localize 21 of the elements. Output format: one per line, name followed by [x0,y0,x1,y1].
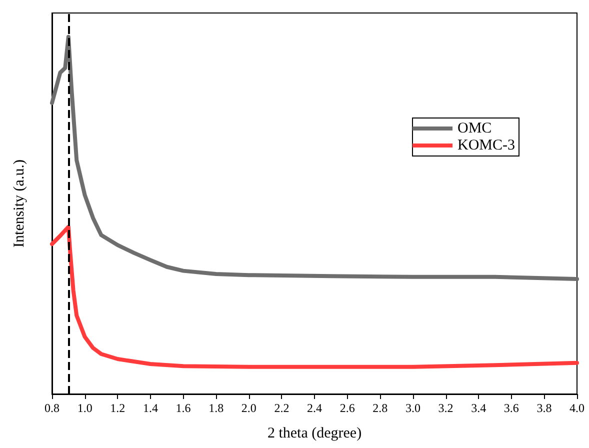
x-tick-label: 3.0 [405,401,420,415]
x-tick-label: 1.2 [110,401,126,415]
x-tick-label: 3.8 [536,401,552,415]
x-tick-label: 0.8 [44,401,60,415]
x-tick-label: 4.0 [570,401,584,415]
legend-label: KOMC-3 [458,138,516,154]
y-axis-title: Intensity (a.u.) [12,160,28,248]
x-tick-label: 2.4 [307,401,322,415]
x-tick-label: 2.8 [372,401,388,415]
x-tick-label: 3.2 [438,401,454,415]
x-axis-title: 2 theta (degree) [267,426,362,442]
x-tick-label: 1.8 [208,401,224,415]
x-tick-label: 1.0 [77,401,92,415]
x-tick-label: 2.0 [241,401,256,415]
x-tick-label: 1.6 [176,401,191,415]
x-tick-label: 2.6 [340,401,355,415]
legend-label: OMC [458,120,492,136]
x-tick-label: 3.4 [471,401,486,415]
x-tick-label: 1.4 [142,401,158,415]
x-tick-label: 3.6 [504,401,519,415]
x-tick-label: 2.2 [274,401,290,415]
